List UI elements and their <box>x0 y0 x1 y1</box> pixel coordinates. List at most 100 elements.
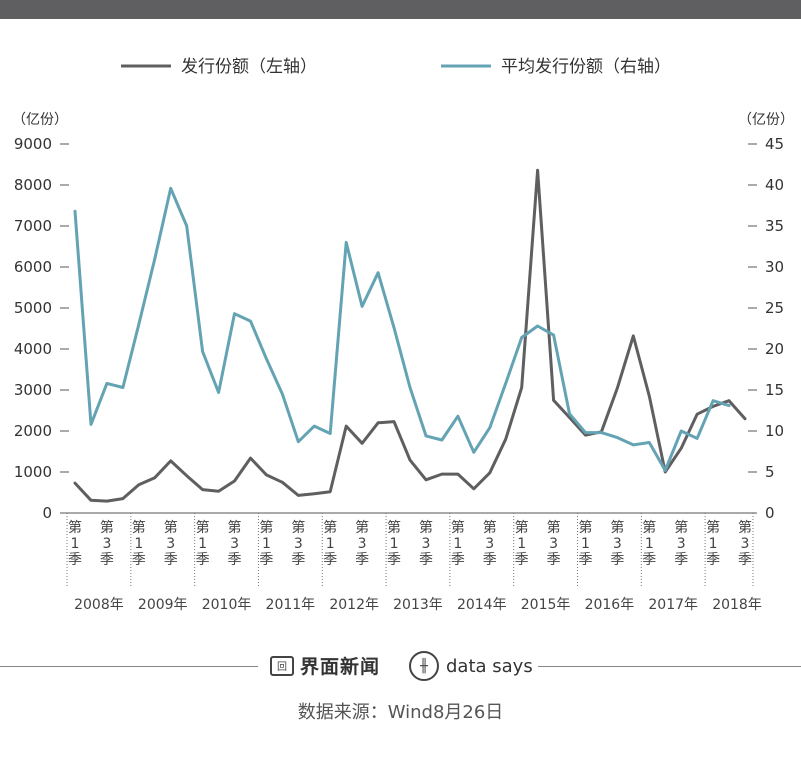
quarter-label: 3 <box>613 536 622 552</box>
series-2-point <box>520 336 523 339</box>
series-1-point <box>281 481 284 484</box>
series-1-point <box>568 416 571 419</box>
series-1-point <box>265 474 268 476</box>
quarter-label: 3 <box>421 536 430 552</box>
brand-name: 界面新闻 <box>300 656 381 678</box>
quarter-label: 1 <box>134 536 143 552</box>
axes: （亿份） （亿份） 0 1000 2000 3000 4000 5000 6000 7000 800… <box>12 112 794 522</box>
quarter-label: 1 <box>581 536 590 552</box>
quarter-label: 1 <box>709 536 718 552</box>
quarter-label: 3 <box>230 536 239 552</box>
series-1-point <box>520 386 523 389</box>
quarter-label: 第 <box>674 519 688 536</box>
quarter-label: 第 <box>578 519 592 536</box>
right-tick-label: 5 <box>765 463 775 481</box>
quarter-label: 第 <box>259 519 273 536</box>
quarter-label: 3 <box>485 536 494 552</box>
series-1-point <box>329 490 332 493</box>
legend: 发行份额（左轴） 平均发行份额（右轴） <box>121 57 671 77</box>
quarter-label: 季 <box>642 552 656 568</box>
quarter-label: 季 <box>68 552 82 568</box>
left-tick-label: 6000 <box>14 258 52 276</box>
left-axis-unit: （亿份） <box>12 112 68 128</box>
quarter-label: 季 <box>164 552 178 568</box>
series-2-point <box>457 415 459 418</box>
series-2-point <box>74 210 76 213</box>
quarter-label: 季 <box>259 552 273 568</box>
quarter-label: 3 <box>166 536 175 552</box>
quarter-label: 季 <box>738 552 752 568</box>
quarter-label: 第 <box>196 519 210 536</box>
quarter-label: 1 <box>517 536 526 552</box>
series-2-point <box>712 399 714 402</box>
right-tick-label: 15 <box>765 381 784 399</box>
series-1-point <box>409 459 411 461</box>
left-tick-label: 7000 <box>14 217 52 235</box>
quarter-label: 第 <box>164 519 178 536</box>
year-label: 2011年 <box>266 597 316 613</box>
left-tick-label: 8000 <box>14 176 52 194</box>
series-1-point <box>377 422 379 424</box>
quarter-label: 3 <box>549 536 558 552</box>
series-2-point <box>313 425 316 427</box>
quarter-label: 季 <box>196 552 210 568</box>
series-2-point <box>632 444 635 446</box>
right-axis-unit: （亿份） <box>738 112 794 128</box>
series-2-point <box>600 431 603 434</box>
series-1-point <box>680 447 682 450</box>
data-says-icon: ╫ <box>409 651 439 681</box>
series-1-point <box>185 474 188 477</box>
series-2-point <box>361 305 363 308</box>
left-tick-label: 0 <box>42 504 52 522</box>
quarter-label: 第 <box>100 519 114 536</box>
series-2-point <box>680 430 682 432</box>
quarter-label: 第 <box>547 519 561 536</box>
quarter-label: 季 <box>451 552 465 568</box>
series-1-point <box>728 399 730 402</box>
left-tick-label: 4000 <box>14 340 52 358</box>
year-label: 2017年 <box>648 597 698 613</box>
quarter-label: 3 <box>677 536 686 552</box>
series-2-point <box>265 358 268 360</box>
quarter-label: 季 <box>674 552 688 568</box>
series-1-point <box>106 500 108 502</box>
series-2-point <box>488 426 491 429</box>
year-label: 2014年 <box>457 597 507 613</box>
series-1-point <box>536 169 539 172</box>
series-2-point <box>552 334 555 336</box>
quarter-label: 季 <box>515 552 529 568</box>
right-tick-label: 20 <box>765 340 784 358</box>
quarter-label: 第 <box>355 519 369 536</box>
quarter-label: 1 <box>645 536 654 552</box>
series-1-point <box>393 420 395 423</box>
left-tick-label: 9000 <box>14 135 52 153</box>
quarter-label: 1 <box>198 536 207 552</box>
footer-logo-bar: 回 界面新闻 ╫ data says <box>0 648 801 686</box>
quarter-label: 1 <box>71 536 80 552</box>
series-1-point <box>744 417 746 420</box>
series-2-point <box>664 469 667 472</box>
quarter-label: 季 <box>483 552 497 568</box>
quarter-label: 3 <box>358 536 367 552</box>
series-1-point <box>249 457 252 459</box>
quarter-label: 1 <box>453 536 462 552</box>
quarter-label: 第 <box>291 519 305 536</box>
data-says-label: data says <box>446 655 533 677</box>
quarter-label: 季 <box>387 552 401 568</box>
top-bar <box>0 0 801 19</box>
series-2-point <box>345 241 347 244</box>
quarter-label: 第 <box>483 519 497 536</box>
year-label: 2010年 <box>202 597 252 613</box>
series-1-point <box>153 476 156 479</box>
quarter-label: 第 <box>610 519 624 536</box>
legend-label-2: 平均发行份额（右轴） <box>501 57 671 77</box>
quarter-label: 第 <box>451 519 465 536</box>
series-2-point <box>138 323 140 326</box>
quarter-label: 季 <box>100 552 114 568</box>
series-1-point <box>233 480 236 482</box>
series-1-point <box>297 494 300 497</box>
series-1-point <box>90 499 92 502</box>
series-2-point <box>409 386 411 389</box>
series-1-point <box>473 488 475 490</box>
quarter-label: 第 <box>68 519 82 536</box>
